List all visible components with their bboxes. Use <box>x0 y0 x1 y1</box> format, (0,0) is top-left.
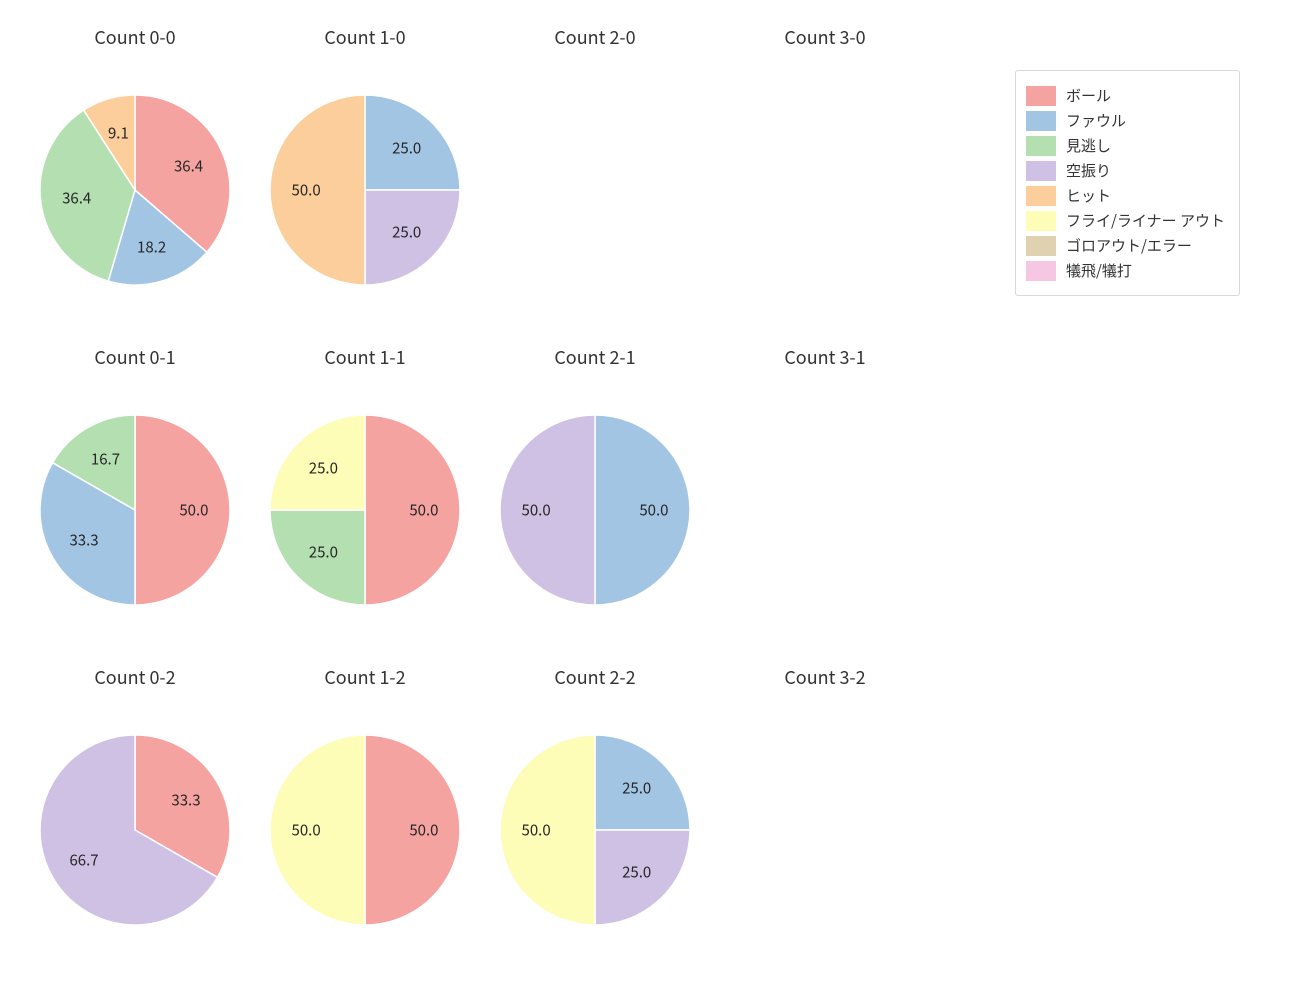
grid-cell: Count 1-2 50.050.0 <box>250 650 480 970</box>
grid-cell: Count 0-0 36.418.236.49.1 <box>20 10 250 330</box>
legend-label: ゴロアウト/エラー <box>1066 235 1192 256</box>
pie-slice <box>365 95 460 190</box>
legend-item: ボール <box>1026 85 1225 106</box>
grid-cell: Count 2-0 <box>480 10 710 330</box>
pie-svg <box>30 405 240 615</box>
legend-swatch <box>1026 161 1056 181</box>
pie-svg <box>260 85 470 295</box>
pie-grid: Count 0-0 36.418.236.49.1Count 1-0 25.025.… <box>20 10 940 970</box>
pie-slice <box>500 415 595 605</box>
grid-cell: Count 3-0 <box>710 10 940 330</box>
legend-label: ファウル <box>1066 110 1126 131</box>
legend-label: ヒット <box>1066 185 1111 206</box>
pie-svg <box>490 725 700 935</box>
legend-item: ヒット <box>1026 185 1225 206</box>
chart-title: Count 3-1 <box>710 330 940 370</box>
pie-slice <box>500 735 595 925</box>
legend-swatch <box>1026 236 1056 256</box>
pie-chart: 36.418.236.49.1 <box>30 85 240 295</box>
pie-chart: 25.025.050.0 <box>490 725 700 935</box>
pie-svg <box>490 405 700 615</box>
chart-title: Count 1-1 <box>250 330 480 370</box>
pie-slice <box>270 415 365 510</box>
pie-chart: 25.025.050.0 <box>260 85 470 295</box>
pie-slice <box>595 735 690 830</box>
pie-slice <box>270 95 365 285</box>
pie-chart: 50.025.025.0 <box>260 405 470 615</box>
grid-cell: Count 2-1 50.050.0 <box>480 330 710 650</box>
chart-title: Count 3-2 <box>710 650 940 690</box>
legend-swatch <box>1026 111 1056 131</box>
chart-title: Count 2-0 <box>480 10 710 50</box>
pie-chart: 50.050.0 <box>260 725 470 935</box>
legend-label: 見逃し <box>1066 135 1111 156</box>
pie-chart <box>720 725 930 935</box>
page: Count 0-0 36.418.236.49.1Count 1-0 25.025.… <box>0 0 1300 1000</box>
legend: ボールファウル見逃し空振りヒットフライ/ライナー アウトゴロアウト/エラー犠飛/… <box>1015 70 1240 296</box>
grid-cell: Count 1-1 50.025.025.0 <box>250 330 480 650</box>
chart-title: Count 2-2 <box>480 650 710 690</box>
grid-cell: Count 1-0 25.025.050.0 <box>250 10 480 330</box>
legend-item: ファウル <box>1026 110 1225 131</box>
legend-item: 空振り <box>1026 160 1225 181</box>
legend-swatch <box>1026 86 1056 106</box>
legend-item: フライ/ライナー アウト <box>1026 210 1225 231</box>
pie-slice <box>365 735 460 925</box>
legend-swatch <box>1026 186 1056 206</box>
legend-label: 空振り <box>1066 160 1111 181</box>
legend-label: 犠飛/犠打 <box>1066 260 1132 281</box>
legend-item: 見逃し <box>1026 135 1225 156</box>
legend-swatch <box>1026 261 1056 281</box>
pie-chart <box>720 405 930 615</box>
grid-cell: Count 3-2 <box>710 650 940 970</box>
legend-item: ゴロアウト/エラー <box>1026 235 1225 256</box>
pie-chart <box>720 85 930 295</box>
legend-swatch <box>1026 211 1056 231</box>
pie-slice <box>595 830 690 925</box>
grid-cell: Count 0-1 50.033.316.7 <box>20 330 250 650</box>
pie-svg <box>260 725 470 935</box>
pie-svg <box>30 725 240 935</box>
chart-title: Count 1-2 <box>250 650 480 690</box>
chart-title: Count 0-2 <box>20 650 250 690</box>
pie-slice <box>135 415 230 605</box>
pie-slice <box>270 735 365 925</box>
grid-cell: Count 2-2 25.025.050.0 <box>480 650 710 970</box>
pie-slice <box>365 415 460 605</box>
grid-cell: Count 0-2 33.366.7 <box>20 650 250 970</box>
pie-slice <box>365 190 460 285</box>
pie-slice <box>595 415 690 605</box>
chart-title: Count 0-1 <box>20 330 250 370</box>
pie-chart: 33.366.7 <box>30 725 240 935</box>
chart-title: Count 2-1 <box>480 330 710 370</box>
pie-svg <box>260 405 470 615</box>
pie-chart: 50.033.316.7 <box>30 405 240 615</box>
legend-label: フライ/ライナー アウト <box>1066 210 1225 231</box>
chart-title: Count 1-0 <box>250 10 480 50</box>
legend-swatch <box>1026 136 1056 156</box>
pie-svg <box>30 85 240 295</box>
chart-title: Count 3-0 <box>710 10 940 50</box>
grid-cell: Count 3-1 <box>710 330 940 650</box>
pie-chart <box>490 85 700 295</box>
chart-title: Count 0-0 <box>20 10 250 50</box>
pie-slice <box>270 510 365 605</box>
pie-chart: 50.050.0 <box>490 405 700 615</box>
legend-label: ボール <box>1066 85 1111 106</box>
legend-item: 犠飛/犠打 <box>1026 260 1225 281</box>
